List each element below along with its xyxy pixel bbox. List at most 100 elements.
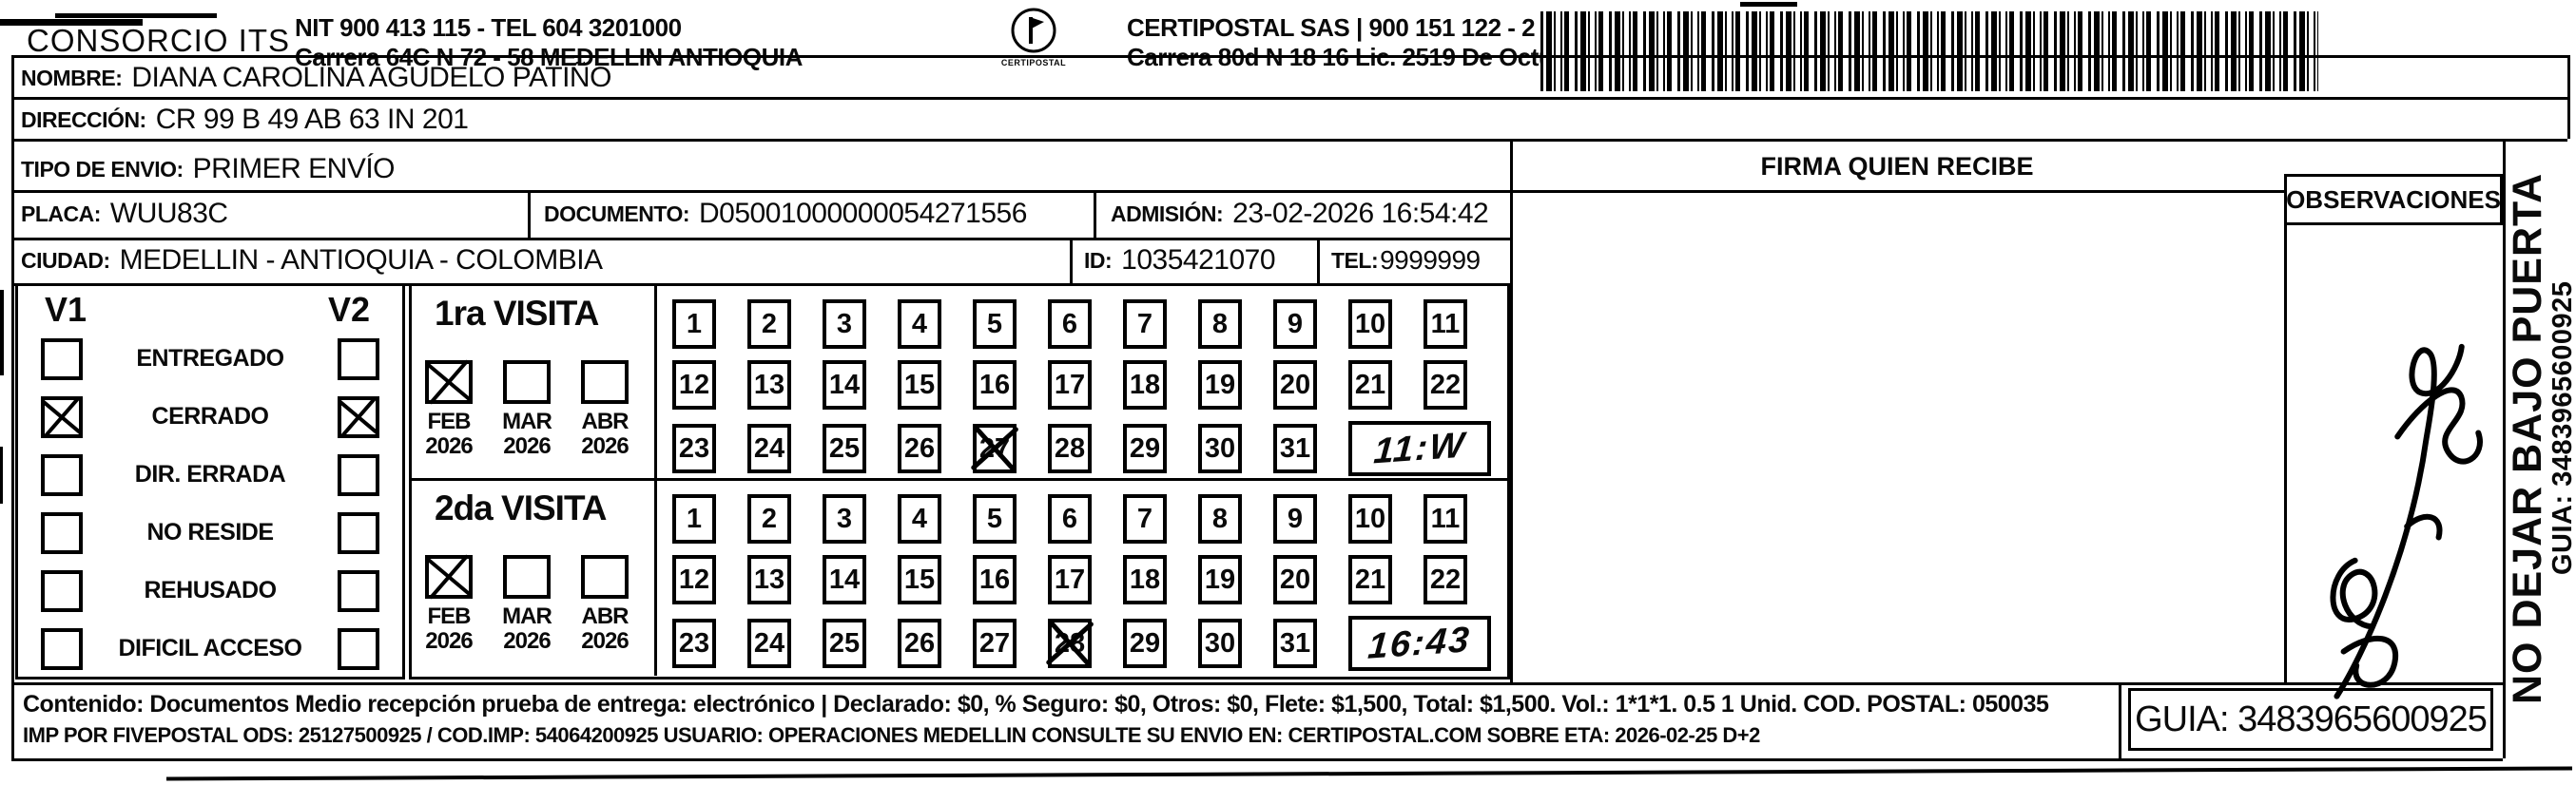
day-cell: 21 — [1348, 360, 1392, 410]
day-cell: 27 — [973, 619, 1017, 668]
day-cell: 2 — [747, 299, 791, 349]
time-box: 11:W — [1348, 421, 1491, 476]
day-cell: 9 — [1273, 299, 1317, 349]
v2-header: V2 — [327, 290, 370, 329]
day-cell: 29 — [1123, 424, 1167, 473]
admission-value: 23-02-2026 16:54:42 — [1232, 198, 1489, 229]
month-boxes: FEB 2026 MAR 2026 ABR 2026 — [425, 360, 629, 459]
checkbox — [503, 360, 551, 404]
day-cell: 8 — [1198, 299, 1242, 349]
name-value: DIANA CAROLINA AGUDELO PATIÑO — [131, 62, 611, 93]
day-cell: 20 — [1273, 555, 1317, 604]
month-option: MAR 2026 — [502, 555, 552, 654]
company-info: NIT 900 413 115 - TEL 604 3201000 Carrer… — [295, 13, 803, 72]
day-cell: 3 — [823, 299, 866, 349]
day-cell: 15 — [898, 360, 941, 410]
address-value: CR 99 B 49 AB 63 IN 201 — [155, 104, 469, 135]
day-cell: 7 — [1123, 494, 1167, 544]
certipostal-logo-icon — [1011, 8, 1056, 53]
status-row: DIFICIL ACCESO — [18, 620, 402, 678]
status-row: DIR. ERRADA — [18, 446, 402, 504]
day-cell: 24 — [747, 424, 791, 473]
shipment-type-value: PRIMER ENVÍO — [192, 153, 396, 184]
scan-artifact — [55, 13, 217, 18]
day-cell: 25 — [823, 424, 866, 473]
checkbox — [338, 627, 379, 670]
day-grid: 1 2 3 4 5 6 7 8 9 10 11 12 13 14 15 16 17 18 19 20 21 22 23 24 2… — [657, 286, 1507, 478]
day-cell: 15 — [898, 555, 941, 604]
id-cell: ID: 1035421070 — [1084, 241, 1276, 279]
observaciones-header: OBSERVACIONES — [2284, 174, 2503, 225]
scan-artifact — [0, 290, 4, 375]
status-label: DIR. ERRADA — [134, 461, 286, 488]
day-cell: 26 — [898, 619, 941, 668]
day-cell: 5 — [973, 494, 1017, 544]
handwritten-time: 11:W — [1372, 425, 1467, 471]
status-panel: V1 V2 ENTREGADO CERRADO DIR. ERRADA NO RESI… — [15, 283, 405, 680]
day-row: 12 13 14 15 16 17 18 19 20 21 22 — [657, 360, 1507, 410]
checkbox — [338, 395, 379, 438]
guia-number: GUIA: 3483965600925 — [2135, 699, 2488, 739]
day-cell: 18 — [1123, 360, 1167, 410]
document-cell: DOCUMENTO: D05001000000054271556 — [544, 195, 1027, 233]
name-label: NOMBRE: — [21, 65, 123, 90]
placa-label: PLACA: — [21, 201, 101, 226]
handwritten-signature — [2263, 233, 2525, 728]
checkbox — [41, 337, 83, 380]
checkbox — [581, 360, 629, 404]
document-value: D05001000000054271556 — [699, 198, 1027, 229]
guia-box: GUIA: 3483965600925 — [2128, 688, 2493, 751]
checkbox — [425, 360, 473, 404]
firma-header: FIRMA QUIEN RECIBE — [1760, 152, 2034, 181]
scan-artifact — [0, 19, 143, 26]
status-label: ENTREGADO — [136, 345, 284, 372]
operator-name-line: CERTIPOSTAL SAS | 900 151 122 - 2 — [1127, 13, 1536, 42]
side-guia-text: GUIA: 3483965600925 — [2547, 280, 2576, 575]
day-cell: 19 — [1198, 555, 1242, 604]
day-cell: 4 — [898, 299, 941, 349]
day-cell: 30 — [1198, 619, 1242, 668]
day-cell: 26 — [898, 424, 941, 473]
day-cell: 5 — [973, 299, 1017, 349]
handwritten-cross — [1044, 615, 1095, 672]
checkbox — [425, 555, 473, 599]
day-cell: 14 — [823, 555, 866, 604]
day-cell: 11 — [1424, 299, 1467, 349]
id-label: ID: — [1084, 247, 1113, 273]
day-cell: 17 — [1048, 555, 1092, 604]
handwritten-time: 16:43 — [1366, 619, 1473, 667]
month-option: MAR 2026 — [502, 360, 552, 459]
logo-caption: CERTIPOSTAL — [1000, 58, 1067, 67]
checkbox — [41, 395, 83, 438]
address-row: DIRECCIÓN: CR 99 B 49 AB 63 IN 201 — [21, 101, 469, 139]
day-cell: 3 — [823, 494, 866, 544]
admission-cell: ADMISIÓN: 23-02-2026 16:54:42 — [1111, 195, 1489, 233]
day-cell: 23 — [672, 424, 716, 473]
name-row: NOMBRE: DIANA CAROLINA AGUDELO PATIÑO — [21, 59, 611, 97]
tel-value: 9999999 — [1380, 245, 1481, 275]
day-cell: 22 — [1424, 360, 1467, 410]
time-box: 16:43 — [1348, 616, 1491, 671]
day-cell: 21 — [1348, 555, 1392, 604]
month-label: FEB 2026 — [425, 409, 473, 459]
status-row: CERRADO — [18, 388, 402, 446]
footer-content-line: Contenido: Documentos Medio recepción pr… — [23, 691, 2049, 718]
tel-cell: TEL: 9999999 — [1331, 241, 1481, 279]
day-row: 23 24 25 26 27 28 29 30 31 16:43 — [657, 616, 1507, 671]
barcode — [1540, 11, 2318, 91]
placa-cell: PLACA: WUU83C — [21, 195, 228, 233]
day-cell: 17 — [1048, 360, 1092, 410]
status-row: ENTREGADO — [18, 330, 402, 388]
checkbox — [503, 555, 551, 599]
day-cell: 18 — [1123, 555, 1167, 604]
admission-label: ADMISIÓN: — [1111, 201, 1224, 226]
tel-label: TEL: — [1331, 247, 1379, 273]
day-cell: 31 — [1273, 424, 1317, 473]
scan-artifact — [1740, 2, 1797, 7]
status-label: NO RESIDE — [146, 519, 274, 546]
day-row: 1 2 3 4 5 6 7 8 9 10 11 — [657, 494, 1507, 544]
